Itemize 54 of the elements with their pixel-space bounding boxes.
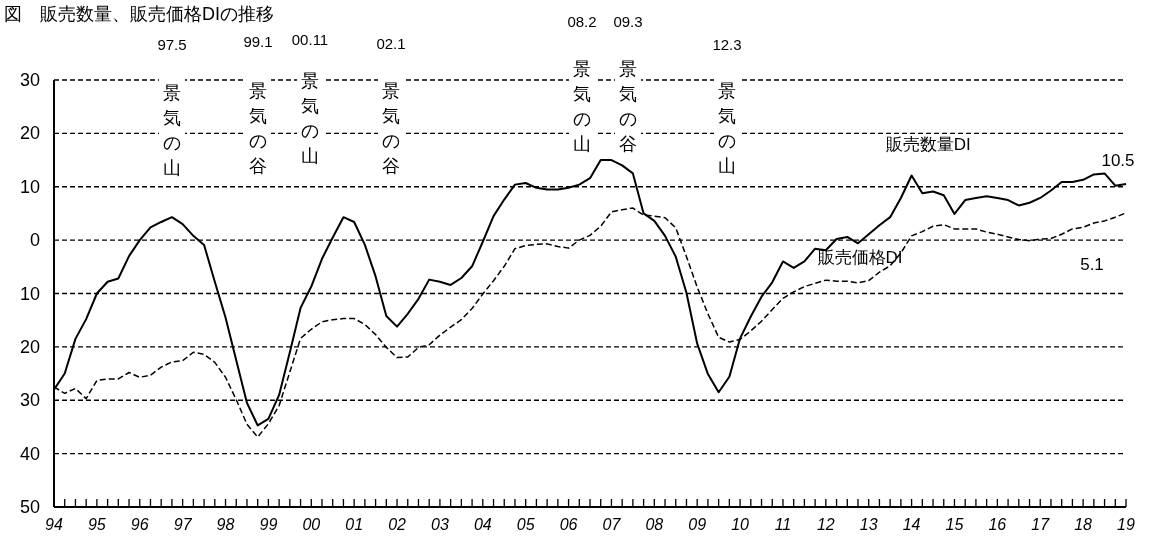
- annotation: 景気の谷: [619, 59, 637, 154]
- y-tick-label: 40: [19, 443, 40, 464]
- x-tick-label: 11: [774, 516, 792, 533]
- y-tick-label: 30: [19, 390, 40, 411]
- x-tick-label: 97: [173, 516, 193, 533]
- x-tick-label: 99: [259, 516, 278, 533]
- text: 02.1: [376, 35, 406, 52]
- text: 09.3: [613, 13, 643, 30]
- y-tick-label: 50: [19, 497, 40, 517]
- x-tick-label: 10: [731, 516, 750, 533]
- chart-title: 図 販売数量、販売価格DIの推移: [4, 4, 274, 24]
- x-tick-label: 00: [302, 516, 321, 533]
- y-tick-label: 30: [19, 70, 40, 90]
- annotation: 景気の山: [573, 59, 591, 154]
- annotation: 景気の山: [301, 71, 319, 166]
- x-tick-label: 19: [1117, 516, 1135, 533]
- x-tick-label: 18: [1074, 516, 1093, 533]
- text: 99.1: [243, 33, 273, 50]
- x-tick-label: 02: [388, 516, 407, 533]
- y-tick-label: 20: [19, 336, 40, 357]
- text: 12.3: [712, 36, 742, 53]
- x-tick-label: 15: [945, 516, 964, 533]
- x-tick-label: 03: [431, 516, 449, 533]
- series-label: 販売価格DI: [817, 247, 903, 267]
- x-tick-label: 07: [602, 516, 622, 533]
- y-tick-label: 10: [19, 283, 40, 304]
- x-tick-label: 12: [816, 516, 835, 533]
- x-tick-label: 01: [345, 516, 364, 533]
- y-tick-label: 0: [29, 230, 40, 251]
- x-tick-label: 09: [688, 516, 707, 533]
- x-tick-label: 08: [645, 516, 664, 533]
- annotation: 景気の谷: [249, 81, 267, 176]
- text: 97.5: [157, 36, 187, 53]
- x-tick-label: 96: [130, 516, 149, 533]
- x-tick-label: 98: [216, 516, 235, 533]
- y-tick-label: 10: [19, 176, 40, 197]
- x-tick-label: 13: [859, 516, 878, 533]
- series-label: 販売数量DI: [885, 135, 971, 155]
- x-tick-label: 94: [45, 516, 63, 533]
- x-tick-label: 06: [559, 516, 578, 533]
- text: 08.2: [567, 13, 597, 30]
- data-label: 5.1: [1080, 254, 1104, 274]
- annotation: 景気の山: [163, 83, 181, 178]
- text: 00.11: [291, 31, 329, 48]
- x-tick-label: 05: [516, 516, 535, 533]
- x-tick-label: 04: [473, 516, 492, 533]
- annotation: 景気の山: [718, 81, 736, 176]
- x-tick-label: 16: [988, 516, 1007, 533]
- y-tick-label: 20: [19, 123, 40, 144]
- data-label: 10.5: [1101, 151, 1135, 171]
- x-tick-label: 95: [87, 516, 106, 533]
- annotation: 景気の谷: [382, 81, 400, 176]
- x-tick-label: 17: [1031, 516, 1051, 533]
- x-tick-label: 14: [902, 516, 921, 533]
